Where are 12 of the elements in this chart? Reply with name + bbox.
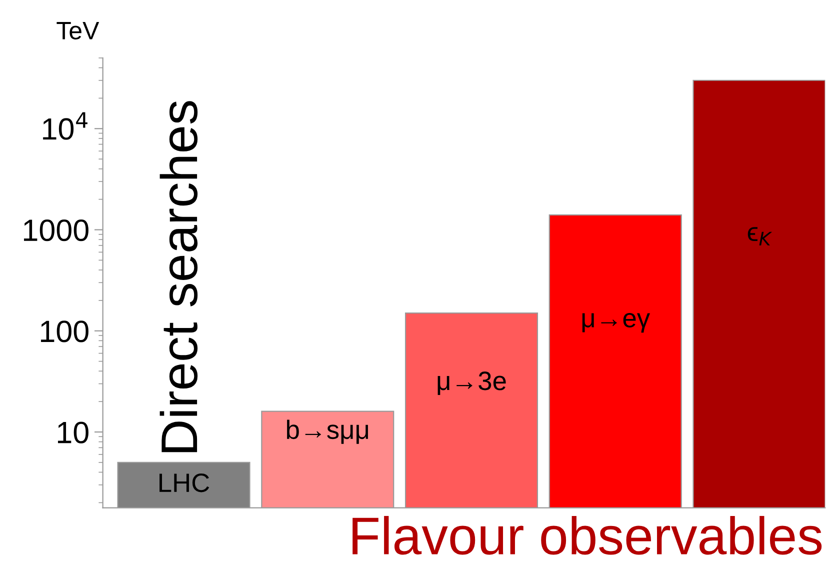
x-tick-label: μ→eγ xyxy=(582,313,650,333)
y-tick-label: 1000 xyxy=(24,219,88,242)
y-axis-title: TeV xyxy=(56,22,100,40)
x-tick-label: LHC xyxy=(160,474,210,492)
y-tick-label: 10 xyxy=(58,422,88,444)
x-tick-label: μ→3e xyxy=(438,372,506,396)
y-tick-label: 100 xyxy=(40,320,88,342)
y-tick-label: 10$^{4}$ xyxy=(43,112,88,140)
x-tick-label: ϵ$_{K}$ xyxy=(748,227,772,246)
text: Flavour observables xyxy=(352,516,822,555)
annotation: Direct searches xyxy=(160,101,198,452)
x-tick-label: b→sμμ xyxy=(286,420,368,444)
